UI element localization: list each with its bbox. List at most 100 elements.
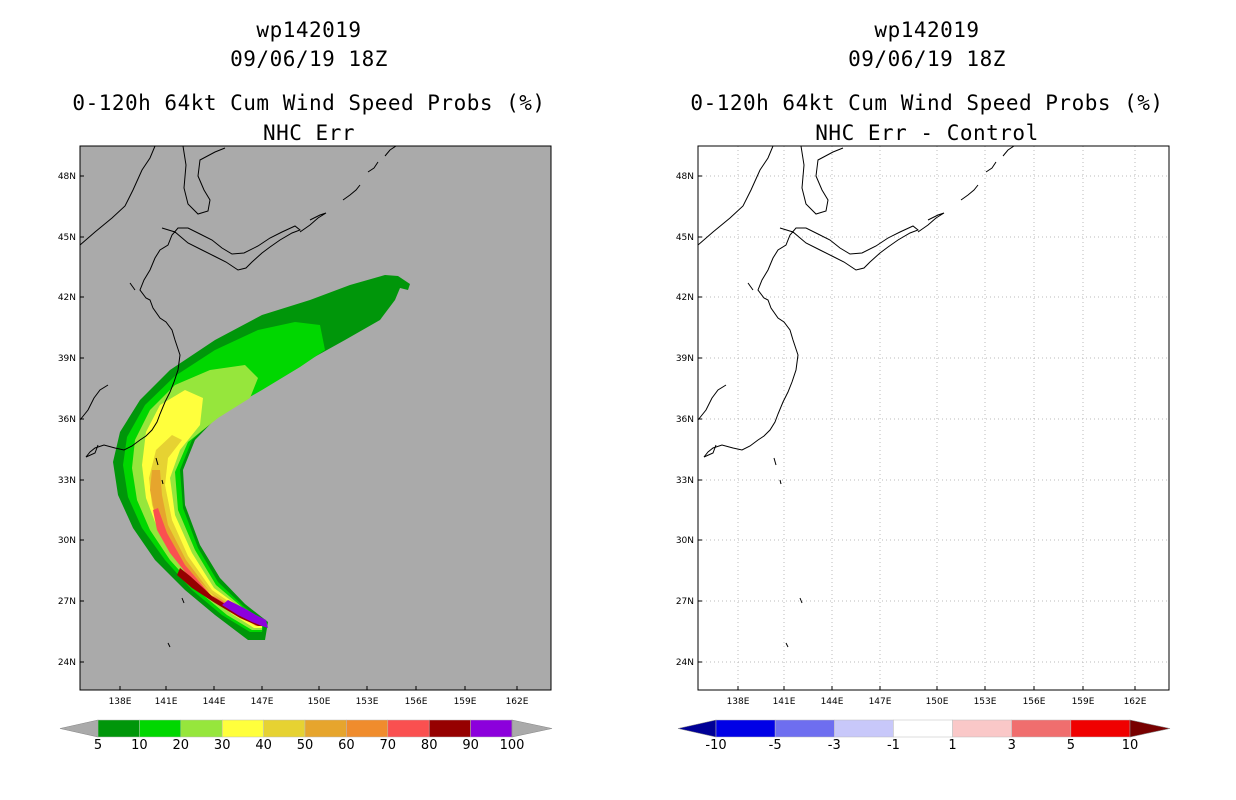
colorbar-label: 5: [1067, 738, 1075, 753]
colorbar-label: 90: [462, 738, 479, 753]
lat-label: 48N: [676, 172, 694, 182]
left-panel: wp142019 09/06/19 18Z 0-120h 64kt Cum Wi…: [58, 18, 553, 753]
coast-segment: [800, 146, 844, 215]
map-frame: [79, 145, 552, 691]
coast-segment: [155, 457, 159, 466]
colorbar-segment: [428, 719, 471, 738]
colorbar-segment: [139, 719, 182, 738]
lat-label: 33N: [676, 476, 694, 486]
lat-label: 48N: [58, 172, 76, 182]
lon-label: 138E: [727, 697, 750, 707]
lon-label: 159E: [454, 697, 477, 707]
colorbar-label: 5: [94, 738, 102, 753]
lon-label: 153E: [974, 697, 997, 707]
colorbar-label: 100: [500, 738, 525, 753]
colorbar-segment: [346, 719, 389, 738]
lon-label: 150E: [926, 697, 949, 707]
colorbar-label: 70: [380, 738, 397, 753]
lon-label: 156E: [1023, 697, 1046, 707]
axis-ticks: 48N 45N 42N 39N 36N 33N 30N 27N 24N 138E 141E 144E 1…: [676, 172, 1147, 707]
lon-label: 153E: [356, 697, 379, 707]
coastline: [80, 146, 397, 648]
lon-label: 147E: [869, 697, 892, 707]
grid-lines: [698, 146, 1169, 690]
colorbar-label: 50: [297, 738, 314, 753]
colorbar-segment: [180, 719, 223, 738]
lon-label: 150E: [308, 697, 331, 707]
map-frame: [697, 145, 1170, 691]
colorbar-label: 40: [255, 738, 272, 753]
subtitle: NHC Err - Control: [815, 121, 1039, 145]
datetime: 09/06/19 18Z: [230, 47, 388, 71]
colorbar-segment: [221, 719, 264, 738]
storm-id: wp142019: [256, 18, 362, 42]
colorbar-label: 20: [173, 738, 190, 753]
lon-label: 162E: [506, 697, 529, 707]
colorbar-label: -5: [769, 738, 782, 753]
lon-label: 141E: [155, 697, 178, 707]
colorbar-label: 80: [421, 738, 438, 753]
lat-label: 45N: [676, 233, 694, 243]
lon-label: 144E: [203, 697, 226, 707]
swath-band-100: [222, 600, 268, 628]
colorbar-label: 10: [131, 738, 148, 753]
product-title: 0-120h 64kt Cum Wind Speed Probs (%): [72, 91, 546, 115]
colorbar: -10 -5 -3 -1 1 3 5 10: [677, 719, 1171, 753]
colorbar-segment: [952, 719, 1012, 738]
coast-segment: [698, 146, 774, 246]
lat-label: 36N: [676, 415, 694, 425]
coast-segment: [299, 212, 327, 233]
coastline: [698, 146, 1015, 648]
colorbar-segment: [304, 719, 347, 738]
coast-segment: [785, 642, 789, 648]
coast-segment: [161, 479, 164, 485]
lon-label: 144E: [821, 697, 844, 707]
coast-segment: [80, 384, 109, 421]
coast-segment: [342, 184, 361, 201]
lon-label: 147E: [251, 697, 274, 707]
colorbar-segment: [1070, 719, 1131, 738]
lat-label: 42N: [676, 293, 694, 303]
coast-segment: [773, 457, 777, 466]
colorbar-label: -10: [705, 738, 726, 753]
lon-label: 141E: [773, 697, 796, 707]
coast-segment: [85, 444, 99, 458]
lat-label: 27N: [676, 597, 694, 607]
lat-label: 27N: [58, 597, 76, 607]
coast-segment: [167, 642, 171, 648]
colorbar-segment: [1011, 719, 1072, 738]
colorbar-label: -1: [887, 738, 900, 753]
colorbar: 5 10 20 30 40 50 60 70 80 90 100: [59, 719, 553, 753]
coast-segment: [985, 161, 997, 173]
colorbar-label: 1: [948, 738, 956, 753]
colorbar-label: 3: [1008, 738, 1016, 753]
colorbar-label: 60: [338, 738, 355, 753]
coast-segment: [181, 597, 185, 604]
storm-id: wp142019: [874, 18, 980, 42]
coast-segment: [698, 384, 727, 421]
colorbar-segment: [834, 719, 894, 738]
colorbar-segment: [893, 719, 953, 738]
right-panel: wp142019 09/06/19 18Z 0-120h 64kt Cum Wi…: [618, 0, 1236, 800]
coast-segment: [703, 444, 717, 458]
colorbar-segment: [263, 719, 306, 738]
lat-label: 39N: [58, 354, 76, 364]
map-background: [698, 146, 1169, 690]
lon-label: 162E: [1124, 697, 1147, 707]
coast-segment: [85, 225, 301, 458]
lat-label: 30N: [58, 536, 76, 546]
coast-segment: [384, 146, 397, 157]
left-map: 48N 45N 42N 39N 36N 33N 30N 27N 24N 138E 141E 144E 1…: [58, 145, 553, 753]
colorbar-arrow-high: [511, 719, 553, 738]
coast-segment: [1002, 146, 1015, 157]
lon-label: 156E: [405, 697, 428, 707]
coast-segment: [799, 597, 803, 604]
colorbar-arrow-high: [1129, 719, 1171, 738]
lat-label: 33N: [58, 476, 76, 486]
coast-segment: [182, 146, 226, 215]
swath-band-40: [149, 435, 262, 626]
lat-label: 45N: [58, 233, 76, 243]
probability-swath: [113, 275, 410, 640]
coast-segment: [80, 146, 156, 246]
coast-segment: [960, 184, 979, 201]
